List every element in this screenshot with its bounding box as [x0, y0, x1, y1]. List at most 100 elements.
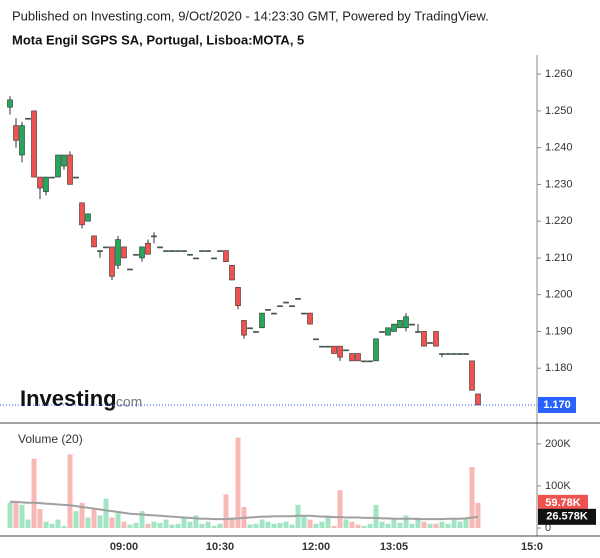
x-tick-label: 10:30 — [206, 541, 234, 553]
volume-bar — [469, 467, 475, 528]
volume-bar — [223, 494, 229, 528]
x-tick-label: 15:0 — [521, 541, 543, 553]
volume-bar — [127, 524, 133, 528]
volume-bar — [61, 525, 67, 528]
candle-body — [253, 331, 259, 333]
volume-bar — [277, 522, 283, 528]
volume-bar — [163, 519, 169, 528]
volume-tick-label: 200K — [545, 438, 571, 450]
last-price-label: 1.170 — [543, 399, 571, 411]
candle-body — [337, 345, 343, 358]
volume-ma-line — [10, 500, 479, 521]
volume-bar — [307, 519, 313, 528]
candle-body — [73, 176, 79, 179]
logo-suffix: .com — [112, 394, 142, 410]
candle-body — [283, 301, 289, 304]
volume-last-tag — [538, 494, 588, 511]
candle-body — [199, 250, 205, 252]
volume-bar — [91, 509, 97, 528]
candle-body — [325, 345, 331, 348]
volume-bar — [205, 521, 211, 528]
volume-tick-label: 100K — [545, 480, 571, 492]
volume-last-label: 59.78K — [545, 497, 581, 509]
candle-body — [25, 117, 31, 120]
candle-body — [151, 235, 157, 238]
volume-bar — [7, 502, 13, 528]
candle-body — [19, 125, 25, 156]
volume-bar — [139, 511, 145, 528]
volume-bar — [409, 523, 415, 528]
volume-bar — [331, 525, 337, 528]
volume-bar — [475, 502, 481, 528]
candle-body — [367, 360, 373, 363]
volume-bar — [97, 515, 103, 528]
candle-body — [181, 250, 187, 252]
candle-body — [355, 353, 361, 362]
volume-bar — [181, 517, 187, 528]
volume-bar — [19, 504, 25, 528]
candle-body — [415, 331, 421, 333]
volume-bar — [265, 521, 271, 528]
volume-bar — [259, 519, 265, 528]
candle-body — [361, 360, 367, 363]
volume-bar — [151, 521, 157, 528]
candle-body — [397, 320, 403, 329]
candle-body — [463, 353, 469, 355]
y-tick-label: 1.220 — [545, 215, 573, 227]
volume-bar — [103, 498, 109, 528]
candle-body — [55, 154, 61, 178]
volume-bar — [397, 522, 403, 528]
volume-bar — [457, 521, 463, 528]
volume-bar — [253, 523, 259, 528]
candle-body — [79, 202, 85, 226]
volume-bar — [79, 502, 85, 528]
volume-bar — [199, 523, 205, 528]
published-note: Published on Investing.com, 9/Oct/2020 -… — [12, 8, 489, 23]
candle-body — [43, 176, 49, 193]
volume-bar — [175, 523, 181, 528]
volume-title: Volume (20) — [18, 432, 83, 446]
volume-bar — [229, 517, 235, 528]
candle-body — [193, 257, 199, 260]
volume-bar — [193, 515, 199, 528]
candle-body — [295, 298, 301, 300]
candle-body — [403, 316, 409, 329]
volume-bar — [67, 454, 73, 528]
candle-body — [445, 353, 451, 355]
candle-body — [235, 287, 241, 307]
volume-bar — [337, 490, 343, 528]
candle-body — [109, 246, 115, 277]
candle-body — [271, 312, 277, 315]
candle-body — [163, 250, 169, 252]
volume-bar — [289, 524, 295, 528]
volume-bar — [115, 513, 121, 528]
candle-body — [391, 323, 397, 332]
volume-bar — [283, 521, 289, 528]
volume-bar — [463, 517, 469, 528]
candle-body — [31, 110, 37, 178]
candle-body — [91, 235, 97, 248]
candle-body — [133, 253, 139, 256]
volume-bar — [313, 523, 319, 528]
volume-bar — [85, 517, 91, 528]
volume-bar — [37, 509, 43, 528]
logo-name: Investing — [20, 386, 117, 411]
volume-bar — [301, 515, 307, 528]
candle-body — [115, 239, 121, 266]
y-tick-label: 1.210 — [545, 252, 573, 264]
candle-body — [313, 338, 319, 341]
candle-body — [289, 305, 295, 308]
x-tick-label: 13:05 — [380, 541, 408, 553]
volume-bar — [451, 519, 457, 528]
candle-body — [103, 246, 109, 249]
candle-body — [13, 125, 19, 141]
volume-bar — [121, 521, 127, 528]
volume-bar — [367, 523, 373, 528]
volume-bar — [415, 517, 421, 528]
volume-bar — [145, 523, 151, 528]
candle-body — [469, 360, 475, 391]
x-tick-label: 09:00 — [110, 541, 138, 553]
volume-bar — [361, 525, 367, 528]
candle-body — [127, 268, 133, 271]
candle-body — [385, 327, 391, 336]
